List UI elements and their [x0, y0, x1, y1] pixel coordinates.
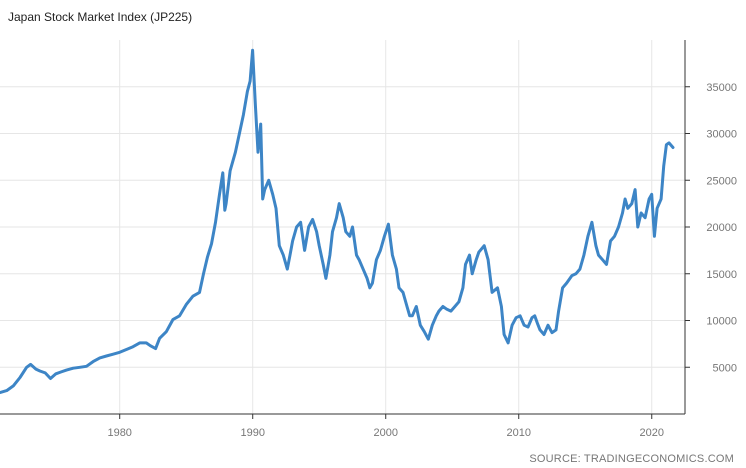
y-tick-label: 20000: [706, 222, 737, 234]
y-tick-label: 5000: [713, 362, 737, 374]
x-tick-label: 2000: [373, 427, 397, 439]
x-tick-label: 1990: [240, 427, 264, 439]
y-tick-label: 35000: [706, 82, 737, 94]
chart-title: Japan Stock Market Index (JP225): [8, 10, 193, 24]
y-tick-label: 10000: [706, 316, 737, 328]
y-tick-label: 25000: [706, 175, 737, 187]
source-credit: SOURCE: TRADINGECONOMICS.COM: [529, 453, 734, 465]
axis-layer: 5000 10000 15000 20000 25000 30000 35000 1980 19…: [0, 40, 737, 439]
series-layer: [0, 48, 675, 394]
series-line: [0, 48, 675, 394]
y-tick-label: 30000: [706, 129, 737, 141]
grid-layer: [0, 40, 685, 414]
x-tick-label: 2020: [640, 427, 664, 439]
y-tick-label: 15000: [706, 269, 737, 281]
x-tick-label: 2010: [506, 427, 530, 439]
x-tick-label: 1980: [107, 427, 131, 439]
